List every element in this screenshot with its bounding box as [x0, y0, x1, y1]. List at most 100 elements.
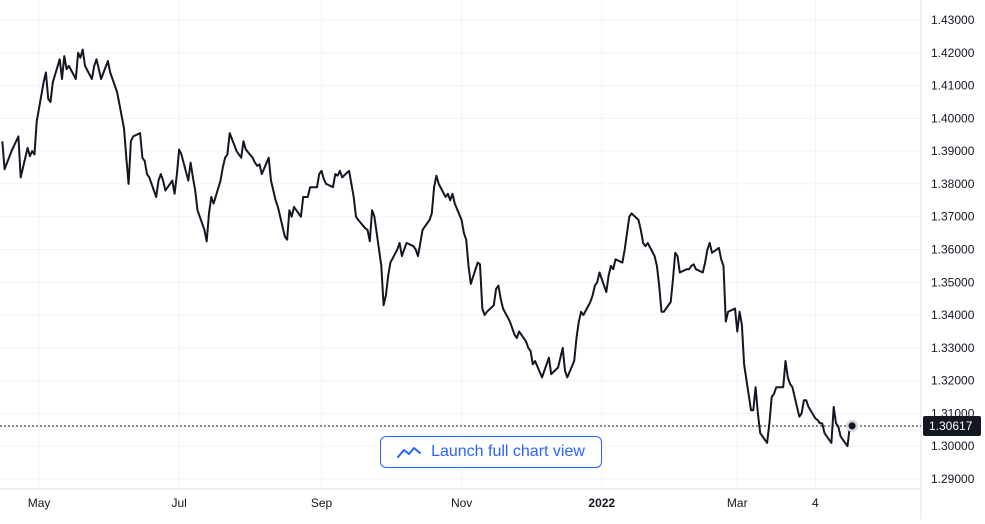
data-point	[508, 320, 512, 324]
data-point	[694, 267, 698, 271]
data-point	[14, 139, 18, 143]
data-point	[145, 172, 149, 176]
data-point	[317, 172, 321, 176]
data-point	[106, 59, 110, 63]
data-point	[58, 57, 62, 61]
data-point	[209, 195, 213, 199]
data-point	[572, 359, 576, 363]
data-point	[765, 441, 769, 445]
data-point	[807, 405, 811, 409]
grid	[0, 0, 921, 489]
data-point	[258, 162, 262, 166]
data-point	[742, 362, 746, 366]
data-point	[189, 161, 193, 165]
launch-full-chart-button[interactable]: Launch full chart view	[380, 436, 602, 468]
data-point	[437, 182, 441, 186]
y-tick-label: 1.34000	[931, 308, 975, 322]
data-point	[157, 179, 161, 183]
data-point	[129, 139, 133, 143]
data-point	[549, 372, 553, 376]
data-point	[687, 267, 691, 271]
data-point	[269, 179, 273, 183]
data-point	[386, 274, 390, 278]
data-point	[177, 148, 181, 152]
data-point	[324, 182, 328, 186]
data-point	[260, 172, 264, 176]
data-point	[83, 64, 87, 68]
data-point	[411, 244, 415, 248]
data-point	[595, 280, 599, 284]
data-point	[127, 182, 131, 186]
data-point	[467, 264, 471, 268]
data-point	[501, 307, 505, 311]
data-point	[579, 310, 583, 314]
data-point	[10, 149, 14, 153]
data-point	[772, 392, 776, 396]
data-point	[170, 179, 174, 183]
data-point	[274, 198, 278, 202]
data-point	[781, 385, 785, 389]
data-point	[147, 175, 151, 179]
x-tick-label: Nov	[451, 496, 472, 510]
data-point	[336, 174, 340, 178]
data-point	[444, 195, 448, 199]
data-point	[322, 177, 326, 181]
data-point	[751, 408, 755, 412]
data-point	[770, 395, 774, 399]
data-point	[285, 238, 289, 242]
data-point	[556, 366, 560, 370]
data-point	[62, 54, 66, 58]
data-point	[655, 264, 659, 268]
data-point	[228, 131, 232, 135]
data-point	[340, 175, 344, 179]
data-point	[492, 303, 496, 307]
chart-line-icon	[397, 445, 422, 459]
data-point	[16, 134, 20, 138]
y-tick-label: 1.41000	[931, 79, 975, 93]
y-tick-label: 1.35000	[931, 275, 975, 289]
y-tick-label: 1.38000	[931, 177, 975, 191]
data-point	[131, 134, 135, 138]
data-point	[756, 411, 760, 415]
data-point	[205, 239, 209, 243]
y-tick-label: 1.42000	[931, 46, 975, 60]
data-point	[223, 156, 227, 160]
data-point	[97, 67, 101, 71]
data-point	[513, 333, 517, 337]
data-point	[563, 369, 567, 373]
y-tick-label: 1.43000	[931, 13, 975, 27]
data-point	[67, 64, 71, 68]
data-point	[283, 234, 287, 238]
data-point	[692, 262, 696, 266]
data-point	[51, 80, 55, 84]
data-point	[593, 284, 597, 288]
data-point	[35, 120, 39, 124]
data-point	[735, 330, 739, 334]
data-point	[657, 284, 661, 288]
data-point	[561, 346, 565, 350]
data-point	[800, 411, 804, 415]
data-point	[99, 77, 103, 81]
data-point	[287, 208, 291, 212]
data-point	[823, 431, 827, 435]
data-point	[510, 326, 514, 330]
data-point	[710, 251, 714, 255]
x-tick-label: Mar	[727, 496, 748, 510]
data-point	[565, 375, 569, 379]
data-point	[276, 205, 280, 209]
x-tick-label: 2022	[588, 496, 615, 510]
data-point	[19, 175, 23, 179]
y-tick-label: 1.36000	[931, 243, 975, 257]
data-point	[267, 156, 271, 160]
last-price-label: 1.30617	[929, 419, 973, 433]
data-point	[646, 241, 650, 245]
data-point	[138, 131, 142, 135]
data-point	[159, 172, 163, 176]
data-point	[372, 215, 376, 219]
data-point	[193, 189, 197, 193]
data-point	[42, 80, 46, 84]
data-point	[758, 431, 762, 435]
data-point	[428, 218, 432, 222]
